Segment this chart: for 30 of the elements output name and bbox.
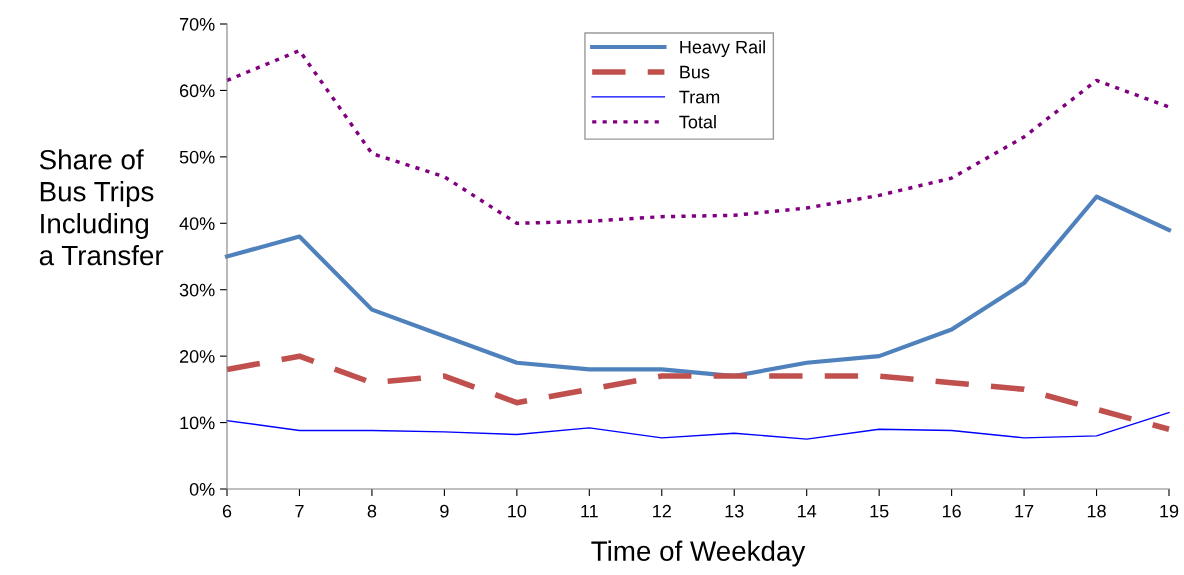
x-tick-label: 9 [440,504,449,518]
x-tick-label: 15 [870,504,889,518]
y-tick-label: 30% [179,283,215,297]
y-axis-title: Share of Bus Trips Including a Transfer [39,149,164,266]
y-tick-label: 20% [179,350,215,363]
x-tick-label: 12 [653,504,671,518]
x-tick-label: 19 [1160,504,1179,518]
line-series [226,411,1170,440]
x-tick-label: 16 [942,504,961,518]
y-tick-label: 70% [179,17,215,31]
y-tick-label: 10% [180,416,215,430]
x-axis-title: Time of Weekday [591,540,806,567]
x-tick-label: 8 [367,504,377,518]
y-tick-label: 60% [179,84,215,98]
x-tick-label: 17 [1015,504,1034,518]
legend-label: Tram [679,90,720,104]
y-tick-label: 0% [189,482,215,496]
x-tick-label: 18 [1087,504,1106,518]
x-tick-label: 7 [295,504,304,518]
x-tick-label: 6 [222,504,232,518]
x-tick-label: 14 [798,504,817,518]
y-tick-label: 40% [179,217,215,231]
legend-label: Total [679,115,716,129]
y-tick-label: 50% [179,150,215,164]
legend-label: Heavy Rail [680,40,765,58]
x-tick-label: 10 [508,504,527,518]
line-series [224,194,1172,379]
x-tick-label: 11 [581,504,598,518]
legend-label: Bus [680,65,710,79]
x-tick-label: 13 [725,504,744,518]
